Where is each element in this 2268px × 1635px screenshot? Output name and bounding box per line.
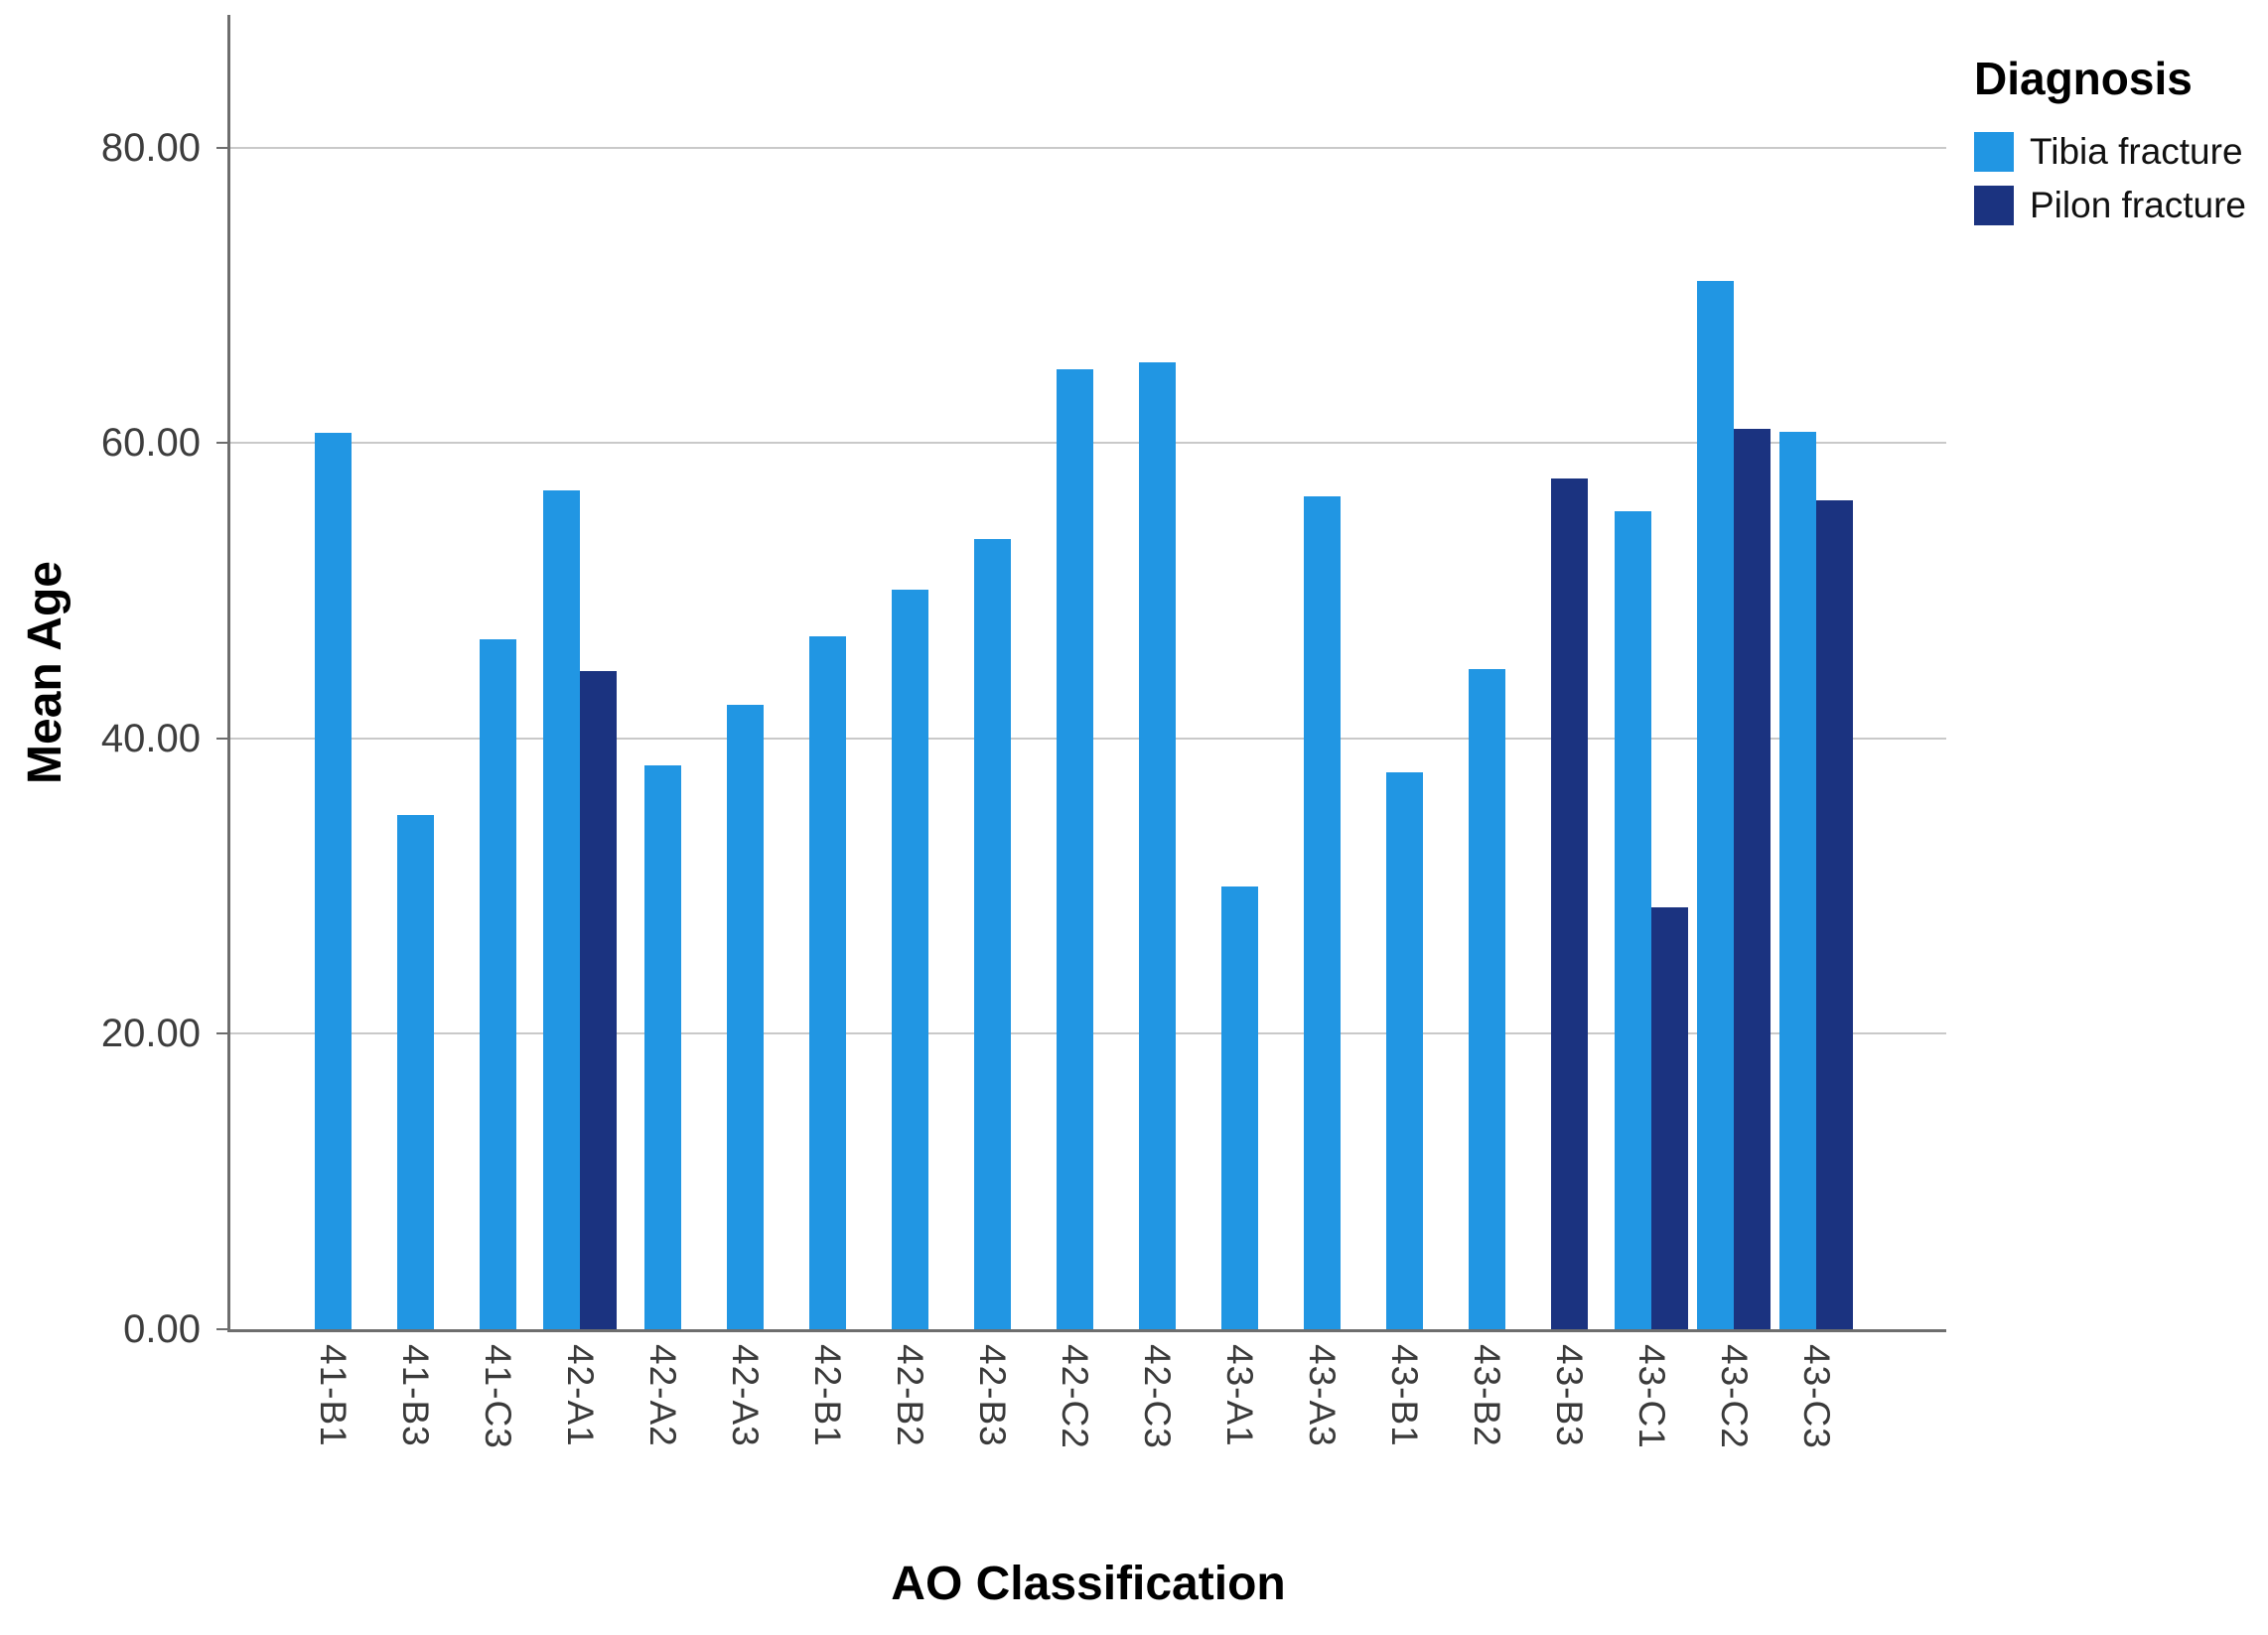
- legend-item-tibia-fracture: Tibia fracture: [1974, 131, 2268, 173]
- legend: Diagnosis Tibia fracture Pilon fracture: [1974, 52, 2268, 238]
- bar-42-A1-pilon: [580, 670, 617, 1329]
- bar-42-B3-tibia: [973, 539, 1011, 1329]
- x-tick-label: 42-C2: [1055, 1344, 1095, 1449]
- bar-41-C3-tibia: [479, 639, 516, 1329]
- x-tick-label: 43-A3: [1302, 1344, 1343, 1447]
- y-axis-tick: [216, 737, 230, 740]
- x-tick-label: 42-A3: [725, 1344, 766, 1447]
- bar-42-A2-tibia: [643, 764, 681, 1329]
- y-tick-label: 60.00: [100, 421, 201, 466]
- bar-43-C3-pilon: [1816, 500, 1853, 1329]
- bar-42-C2-tibia: [1056, 369, 1093, 1329]
- legend-label-tibia: Tibia fracture: [2030, 131, 2243, 172]
- y-tick-label: 0.00: [123, 1307, 201, 1351]
- y-axis-line: [227, 15, 230, 1332]
- x-tick-label: 42-A2: [642, 1344, 683, 1447]
- x-tick-label: 43-C1: [1631, 1344, 1672, 1449]
- bar-43-C3-tibia: [1779, 431, 1816, 1329]
- legend-label-pilon: Pilon fracture: [2030, 185, 2246, 225]
- x-tick-label: 43-C3: [1796, 1344, 1837, 1449]
- x-tick-label: 43-B3: [1549, 1344, 1590, 1447]
- x-tick-label: 41-C3: [478, 1344, 518, 1449]
- bar-42-A1-tibia: [543, 490, 580, 1329]
- bar-43-C1-pilon: [1651, 906, 1688, 1329]
- bar-43-B3-pilon: [1550, 478, 1588, 1329]
- legend-swatch-pilon-icon: [1974, 186, 2014, 225]
- bar-42-B1-tibia: [808, 636, 846, 1329]
- x-tick-label: 41-B3: [395, 1344, 436, 1447]
- x-axis-title: AO Classification: [891, 1558, 1286, 1610]
- y-axis-tick: [216, 1328, 230, 1330]
- x-tick-label: 42-B1: [807, 1344, 848, 1447]
- x-tick-label: 43-A1: [1219, 1344, 1260, 1447]
- legend-swatch-tibia-icon: [1974, 132, 2014, 172]
- gridline: [230, 146, 1946, 149]
- legend-title: Diagnosis: [1974, 53, 2193, 104]
- y-axis-tick: [216, 146, 230, 149]
- bar-42-B2-tibia: [891, 589, 928, 1329]
- bar-41-B3-tibia: [396, 815, 434, 1329]
- bar-43-B1-tibia: [1385, 772, 1423, 1329]
- bar-43-C2-tibia: [1697, 280, 1734, 1329]
- bar-42-A3-tibia: [726, 704, 764, 1329]
- y-axis-tick: [216, 1032, 230, 1035]
- bar-43-C1-tibia: [1615, 510, 1651, 1329]
- x-tick-label: 43-C2: [1714, 1344, 1755, 1449]
- legend-item-pilon-fracture: Pilon fracture: [1974, 185, 2268, 226]
- bar-43-A3-tibia: [1303, 495, 1341, 1329]
- x-tick-label: 42-A1: [560, 1344, 601, 1447]
- x-axis-line: [227, 1329, 1946, 1332]
- x-tick-label: 42-B3: [972, 1344, 1013, 1447]
- y-tick-label: 40.00: [100, 716, 201, 760]
- y-axis-tick: [216, 442, 230, 445]
- bar-43-B2-tibia: [1468, 669, 1505, 1329]
- x-tick-label: 42-B2: [890, 1344, 930, 1447]
- y-tick-label: 20.00: [100, 1012, 201, 1056]
- bar-41-B1-tibia: [314, 433, 352, 1329]
- x-tick-label: 43-B1: [1384, 1344, 1425, 1447]
- y-tick-label: 80.00: [100, 125, 201, 170]
- x-tick-label: 42-C3: [1137, 1344, 1178, 1449]
- x-tick-label: 43-B2: [1467, 1344, 1507, 1447]
- bar-43-C2-pilon: [1734, 428, 1771, 1329]
- bar-42-C3-tibia: [1138, 361, 1176, 1329]
- bar-43-A1-tibia: [1220, 886, 1258, 1329]
- x-tick-label: 41-B1: [313, 1344, 354, 1447]
